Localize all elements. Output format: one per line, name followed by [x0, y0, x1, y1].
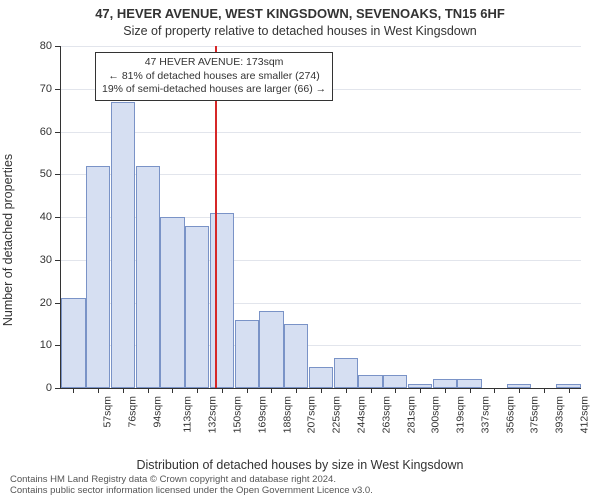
- x-tick-mark: [321, 388, 322, 393]
- footer-line2: Contains public sector information licen…: [10, 486, 373, 497]
- x-tick-label: 94sqm: [151, 396, 163, 428]
- gridline: [61, 46, 581, 47]
- histogram-bar: [136, 166, 160, 388]
- x-tick-label: 281sqm: [405, 396, 417, 433]
- x-tick-label: 188sqm: [281, 396, 293, 433]
- x-tick-mark: [494, 388, 495, 393]
- x-tick-label: 57sqm: [102, 396, 114, 428]
- histogram-bar: [284, 324, 308, 388]
- x-tick-mark: [519, 388, 520, 393]
- histogram-bar: [185, 226, 209, 388]
- plot-area: 57sqm76sqm94sqm113sqm132sqm150sqm169sqm1…: [60, 46, 581, 389]
- x-tick-mark: [544, 388, 545, 393]
- x-tick-label: 393sqm: [553, 396, 565, 433]
- x-tick-label: 132sqm: [207, 396, 219, 433]
- x-tick-label: 412sqm: [578, 396, 590, 433]
- x-tick-label: 113sqm: [181, 396, 193, 433]
- x-axis-label: Distribution of detached houses by size …: [0, 458, 600, 472]
- x-tick-mark: [197, 388, 198, 393]
- y-tick-label: 0: [0, 382, 52, 394]
- histogram-bar: [111, 102, 135, 388]
- x-tick-label: 337sqm: [479, 396, 491, 433]
- x-tick-mark: [73, 388, 74, 393]
- y-tick-label: 40: [0, 211, 52, 223]
- x-tick-mark: [296, 388, 297, 393]
- x-tick-mark: [395, 388, 396, 393]
- x-tick-mark: [346, 388, 347, 393]
- x-tick-mark: [371, 388, 372, 393]
- x-tick-mark: [445, 388, 446, 393]
- x-tick-mark: [222, 388, 223, 393]
- x-tick-mark: [470, 388, 471, 393]
- x-tick-mark: [420, 388, 421, 393]
- x-tick-label: 150sqm: [232, 396, 244, 433]
- y-tick-label: 80: [0, 40, 52, 52]
- annotation-line3: 19% of semi-detached houses are larger (…: [102, 83, 326, 97]
- gridline: [61, 132, 581, 133]
- x-tick-mark: [172, 388, 173, 393]
- annotation-line2: ← 81% of detached houses are smaller (27…: [102, 70, 326, 84]
- histogram-bar: [358, 375, 382, 388]
- annotation-box: 47 HEVER AVENUE: 173sqm← 81% of detached…: [95, 52, 333, 101]
- x-tick-label: 375sqm: [529, 396, 541, 433]
- histogram-bar: [210, 213, 234, 388]
- histogram-bar: [334, 358, 358, 388]
- x-tick-label: 356sqm: [504, 396, 516, 433]
- chart-title-line1: 47, HEVER AVENUE, WEST KINGSDOWN, SEVENO…: [0, 6, 600, 21]
- x-tick-label: 207sqm: [306, 396, 318, 433]
- y-tick-label: 60: [0, 126, 52, 138]
- x-tick-mark: [569, 388, 570, 393]
- histogram-bar: [259, 311, 283, 388]
- y-tick-label: 30: [0, 254, 52, 266]
- y-tick-label: 20: [0, 297, 52, 309]
- histogram-bar: [433, 379, 457, 388]
- x-tick-label: 263sqm: [380, 396, 392, 433]
- x-tick-label: 300sqm: [430, 396, 442, 433]
- histogram-bar: [61, 298, 85, 388]
- x-tick-mark: [148, 388, 149, 393]
- histogram-bar: [86, 166, 110, 388]
- footer-attribution: Contains HM Land Registry data © Crown c…: [10, 475, 373, 497]
- histogram-bar: [160, 217, 184, 388]
- annotation-line1: 47 HEVER AVENUE: 173sqm: [102, 56, 326, 70]
- y-tick-label: 70: [0, 83, 52, 95]
- x-tick-mark: [271, 388, 272, 393]
- x-tick-label: 225sqm: [331, 396, 343, 433]
- y-tick-label: 10: [0, 339, 52, 351]
- y-tick-label: 50: [0, 168, 52, 180]
- chart-title-line2: Size of property relative to detached ho…: [0, 24, 600, 38]
- chart-container: 47, HEVER AVENUE, WEST KINGSDOWN, SEVENO…: [0, 0, 600, 500]
- x-tick-label: 319sqm: [454, 396, 466, 433]
- histogram-bar: [309, 367, 333, 388]
- x-tick-label: 244sqm: [355, 396, 367, 433]
- x-tick-mark: [123, 388, 124, 393]
- histogram-bar: [235, 320, 259, 388]
- x-tick-label: 76sqm: [127, 396, 139, 428]
- histogram-bar: [457, 379, 481, 388]
- x-tick-mark: [247, 388, 248, 393]
- x-tick-mark: [98, 388, 99, 393]
- histogram-bar: [383, 375, 407, 388]
- x-tick-label: 169sqm: [256, 396, 268, 433]
